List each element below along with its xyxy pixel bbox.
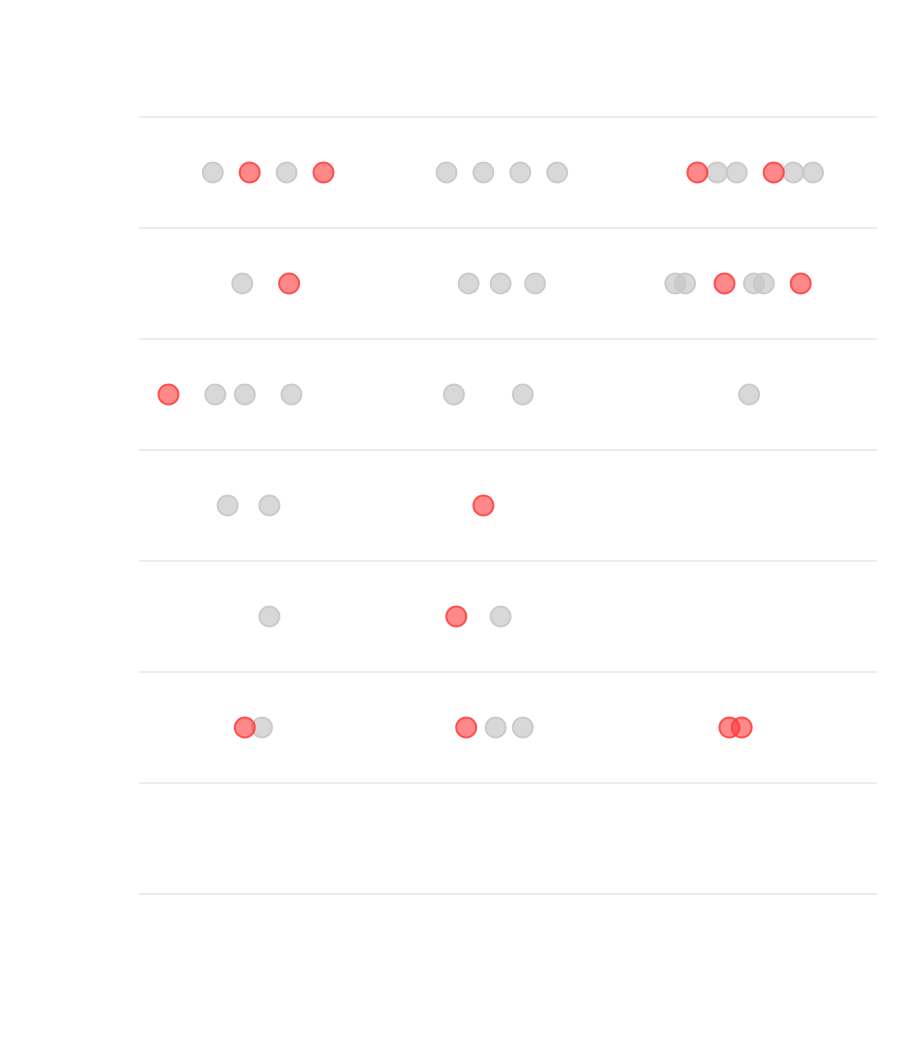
highlighted-data-point (312, 161, 335, 184)
data-point (233, 383, 256, 406)
data-point (484, 716, 507, 739)
data-point (489, 605, 512, 628)
highlighted-data-point (157, 383, 180, 406)
highlighted-data-point (455, 716, 478, 739)
data-point (442, 383, 465, 406)
data-point (275, 161, 298, 184)
data-point (201, 161, 224, 184)
data-point (509, 161, 532, 184)
data-point (511, 716, 534, 739)
data-point (435, 161, 458, 184)
data-point (511, 383, 534, 406)
data-point (674, 272, 697, 295)
data-point (524, 272, 547, 295)
highlighted-data-point (445, 605, 468, 628)
data-point (216, 494, 239, 517)
data-points (157, 161, 824, 739)
data-point (258, 494, 281, 517)
data-point (725, 161, 748, 184)
data-point (752, 272, 775, 295)
data-point (489, 272, 512, 295)
highlighted-data-point (789, 272, 812, 295)
data-point (231, 272, 254, 295)
data-point (802, 161, 824, 184)
highlighted-data-point (278, 272, 301, 295)
data-point (258, 605, 281, 628)
data-point (738, 383, 761, 406)
highlighted-data-point (762, 161, 785, 184)
data-point (204, 383, 227, 406)
data-point (782, 161, 805, 184)
highlighted-data-point (686, 161, 709, 184)
gridlines (139, 116, 877, 895)
highlighted-data-point (472, 494, 495, 517)
data-point (546, 161, 569, 184)
highlighted-data-point (713, 272, 736, 295)
data-point (280, 383, 303, 406)
highlighted-data-point (233, 716, 256, 739)
highlighted-data-point (238, 161, 261, 184)
data-point (457, 272, 480, 295)
highlighted-data-point (730, 716, 753, 739)
data-point (706, 161, 729, 184)
data-point (472, 161, 495, 184)
